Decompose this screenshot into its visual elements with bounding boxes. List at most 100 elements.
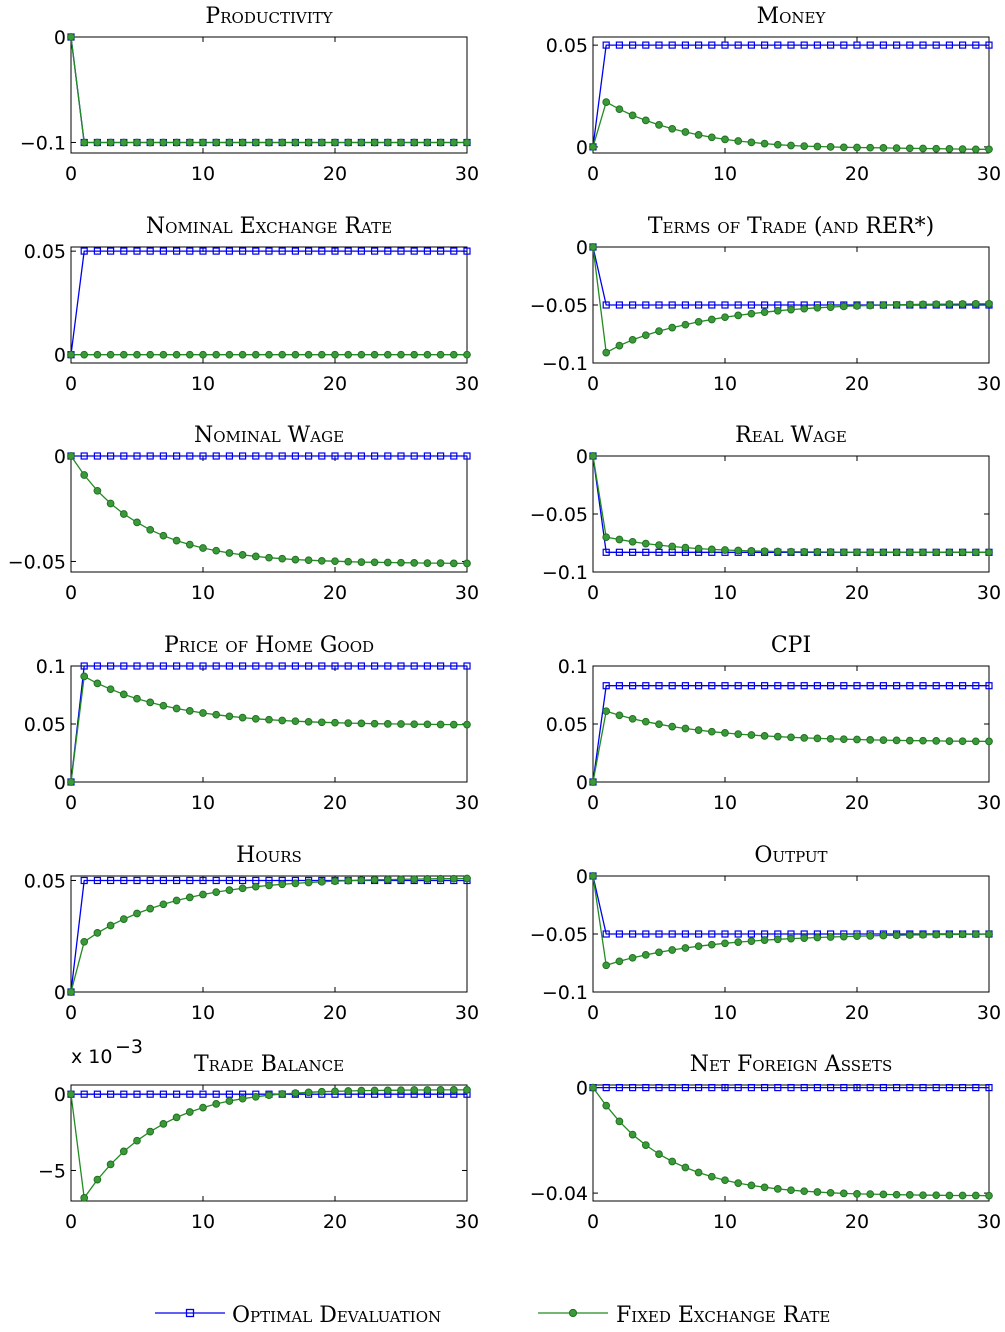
series-line-optimal-devaluation (592, 685, 989, 783)
data-point-fixed (628, 714, 637, 723)
data-point-fixed (602, 1101, 611, 1110)
y-tick-label: 0 (576, 446, 588, 468)
data-point-fixed (641, 951, 650, 959)
data-point-optimal (199, 662, 207, 670)
data-point-fixed (721, 135, 729, 144)
y-tick-label: 0 (576, 866, 588, 888)
data-point-optimal (357, 247, 365, 255)
data-point-fixed (331, 877, 339, 885)
chart-title: Terms of Trade (and RER*) (648, 214, 934, 239)
data-point-fixed (159, 350, 168, 359)
chart-title: Net Foreign Assets (690, 1052, 892, 1077)
data-point-fixed (641, 1141, 650, 1149)
y-tick-label: 0.1 (36, 656, 66, 678)
chart-panel-7: CPI 0 10 20 30 0.1 0.05 0 (546, 633, 1001, 814)
data-point-fixed (985, 930, 993, 938)
data-point-fixed (383, 1086, 392, 1095)
data-point-fixed (905, 548, 914, 557)
data-point-fixed (945, 300, 954, 308)
data-point-optimal (106, 876, 115, 885)
data-point-fixed (159, 531, 168, 540)
data-point-fixed (463, 874, 471, 883)
data-point-fixed (67, 988, 75, 996)
data-point-fixed (463, 559, 471, 568)
data-point-optimal (655, 41, 663, 49)
data-point-fixed (159, 701, 168, 710)
chart-panel-4: Nominal Wage 0 10 20 30 0 −0.05 (8, 423, 479, 604)
data-point-optimal (721, 682, 729, 690)
data-point-fixed (199, 544, 207, 552)
x-tick-label: 0 (65, 373, 77, 395)
data-point-optimal (265, 247, 273, 255)
x-tick-label: 20 (845, 1002, 869, 1024)
data-point-fixed (199, 709, 207, 717)
data-point-fixed (853, 548, 861, 557)
y-tick-label: −0.05 (8, 551, 66, 573)
data-point-optimal (853, 1083, 861, 1092)
data-point-optimal (602, 41, 610, 49)
data-point-fixed (463, 138, 471, 147)
data-point-optimal (186, 876, 194, 885)
data-point-optimal (252, 452, 260, 460)
data-point-optimal (655, 301, 663, 309)
data-point-optimal (932, 1083, 940, 1092)
data-point-optimal (628, 41, 637, 49)
data-point-fixed (436, 559, 445, 567)
data-point-fixed (370, 558, 379, 567)
data-point-fixed (760, 308, 769, 317)
data-point-fixed (813, 1188, 822, 1196)
chart-title: Nominal Wage (194, 423, 344, 448)
data-point-fixed (331, 718, 339, 727)
data-point-fixed (747, 547, 756, 555)
data-point-fixed (185, 350, 194, 359)
data-point-fixed (449, 720, 458, 729)
x-tick-label: 10 (191, 373, 215, 395)
data-point-fixed (681, 320, 690, 329)
data-point-fixed (641, 331, 650, 340)
data-point-optimal (734, 1083, 742, 1092)
chart-panel-6: Price of Home Good 0 10 20 30 0.1 0.05 0 (24, 633, 479, 814)
data-point-optimal (199, 452, 207, 460)
data-point-optimal (747, 930, 756, 938)
data-point-fixed (185, 540, 194, 549)
x-tick-label: 20 (323, 1211, 347, 1233)
data-point-fixed (80, 138, 89, 147)
data-point-fixed (655, 541, 663, 549)
data-point-fixed (958, 737, 967, 746)
data-point-fixed (589, 452, 597, 460)
data-point-fixed (146, 904, 155, 913)
data-point-fixed (800, 1187, 809, 1196)
x-tick-label: 30 (977, 373, 1001, 395)
x-tick-label: 10 (191, 1002, 215, 1024)
data-point-optimal (602, 682, 610, 690)
data-point-fixed (397, 558, 405, 567)
data-point-optimal (681, 930, 690, 938)
data-point-fixed (734, 546, 743, 555)
data-point-optimal (853, 41, 861, 49)
data-point-optimal (80, 247, 88, 255)
series-line-fixed-exchange-rate (70, 455, 467, 565)
data-point-optimal (305, 247, 313, 255)
data-point-optimal (173, 876, 181, 885)
data-point-fixed (866, 1190, 875, 1198)
data-point-fixed (304, 1088, 313, 1097)
x-tick-label: 0 (65, 163, 77, 185)
x-tick-label: 10 (191, 163, 215, 185)
data-point-fixed (317, 877, 326, 886)
data-point-fixed (304, 717, 313, 726)
y-tick-label: 0 (54, 1084, 66, 1106)
data-point-optimal (106, 247, 115, 255)
data-point-fixed (971, 737, 980, 746)
data-point-fixed (344, 557, 353, 566)
data-point-fixed (602, 98, 611, 106)
data-point-fixed (106, 350, 115, 359)
data-point-optimal (826, 682, 835, 690)
data-point-optimal (866, 41, 874, 49)
y-tick-label: 0.05 (24, 714, 66, 736)
data-point-fixed (787, 934, 795, 943)
data-point-optimal (93, 452, 102, 460)
data-point-optimal (813, 1083, 822, 1092)
data-point-fixed (317, 556, 326, 565)
